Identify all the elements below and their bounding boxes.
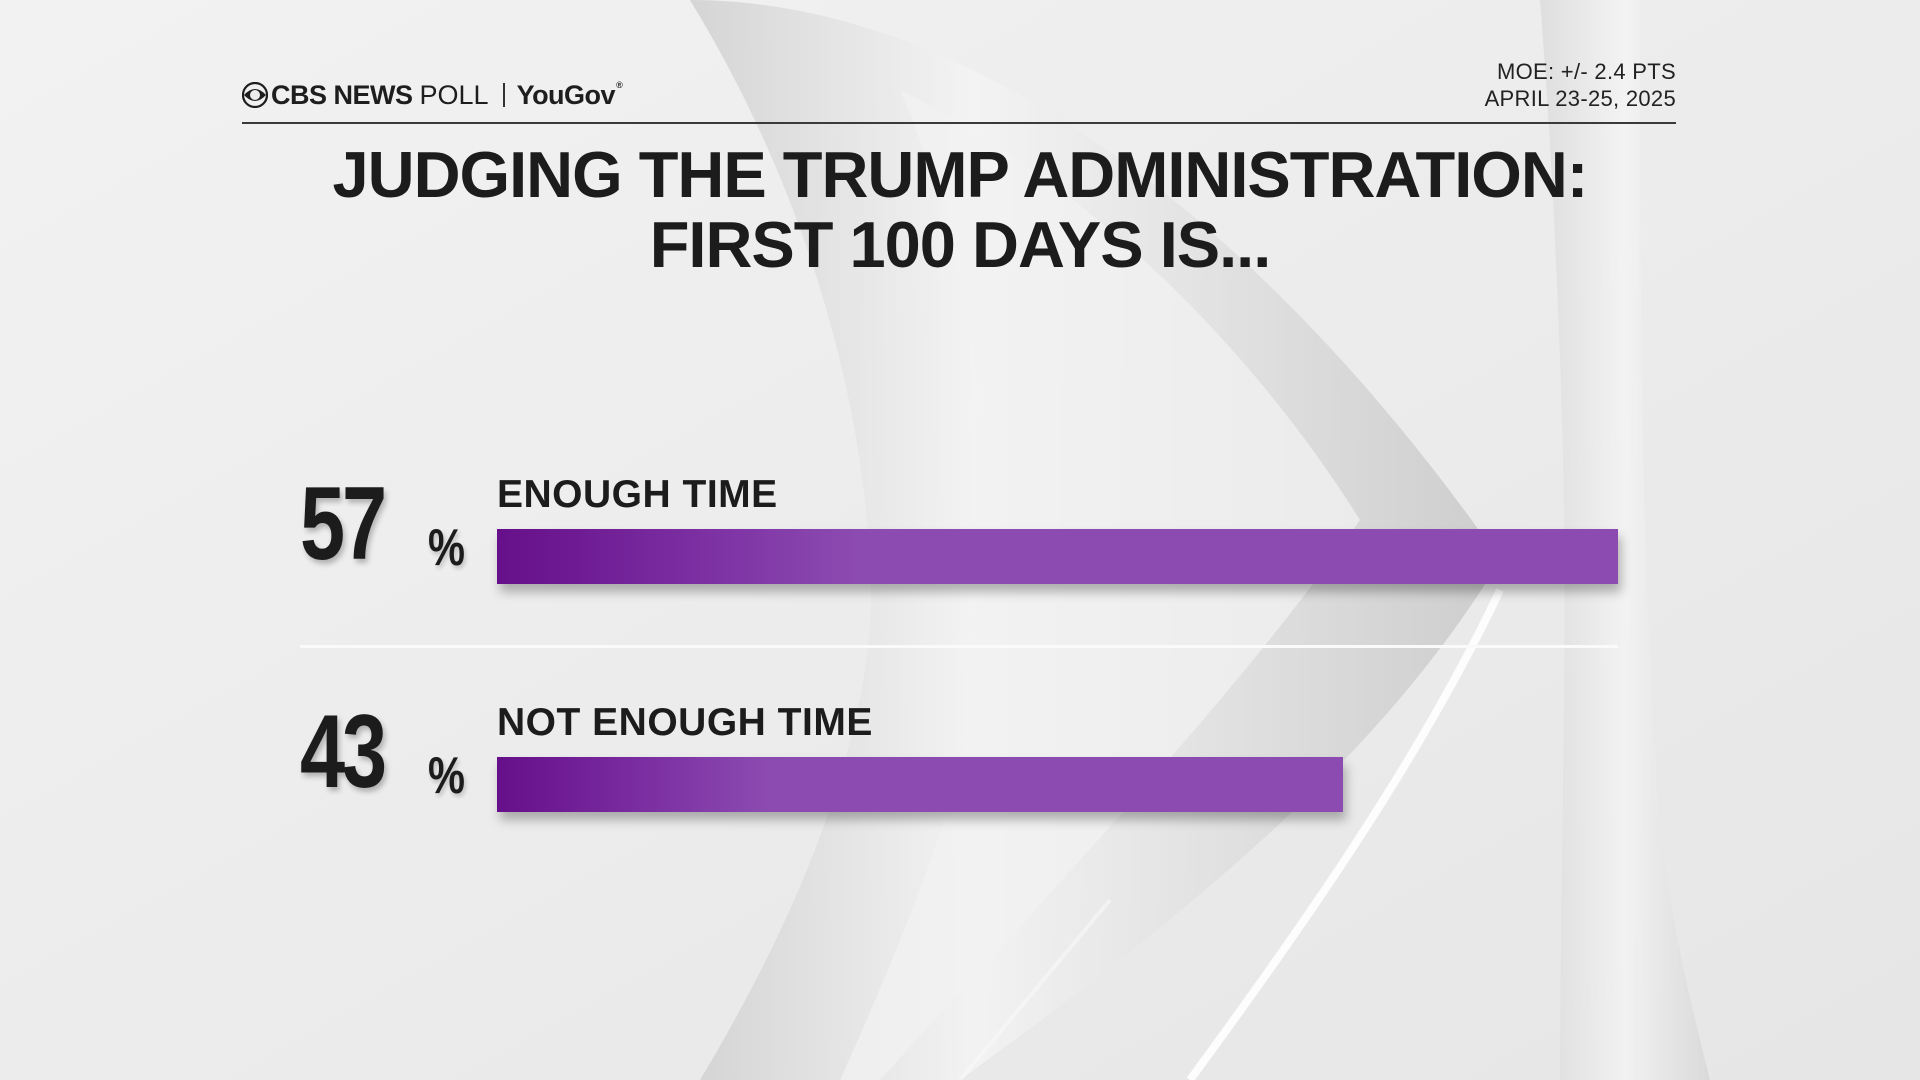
poll-dates: APRIL 23-25, 2025 bbox=[1484, 86, 1676, 111]
brand-primary: CBS NEWS bbox=[271, 79, 413, 110]
title-line-2: FIRST 100 DAYS IS... bbox=[649, 208, 1272, 281]
title-line-1: JUDGING THE TRUMP ADMINISTRATION: bbox=[332, 138, 1589, 211]
brand-secondary: POLL bbox=[419, 79, 489, 110]
moe-text: MOE: +/- 2.4 PTS bbox=[1496, 59, 1676, 84]
bar bbox=[497, 757, 1343, 812]
row-divider bbox=[300, 645, 1618, 648]
bar bbox=[497, 529, 1618, 584]
value-label: 57 bbox=[300, 466, 387, 582]
category-label: ENOUGH TIME bbox=[497, 473, 778, 516]
chart-title: JUDGING THE TRUMP ADMINISTRATION: FIRST … bbox=[200, 140, 1720, 280]
brand-separator bbox=[502, 83, 505, 107]
percent-sign: % bbox=[428, 747, 465, 805]
brand-logo: CBS NEWS POLL YouGov® bbox=[242, 78, 623, 112]
partner-logo: YouGov® bbox=[516, 79, 623, 110]
percent-sign: % bbox=[428, 519, 465, 577]
poll-info: MOE: +/- 2.4 PTS APRIL 23-25, 2025 bbox=[1485, 58, 1676, 112]
category-label: NOT ENOUGH TIME bbox=[497, 701, 873, 744]
registered-mark: ® bbox=[616, 79, 623, 90]
value-label: 43 bbox=[300, 694, 387, 810]
header-divider bbox=[242, 122, 1676, 124]
cbs-eye-icon bbox=[242, 82, 268, 108]
